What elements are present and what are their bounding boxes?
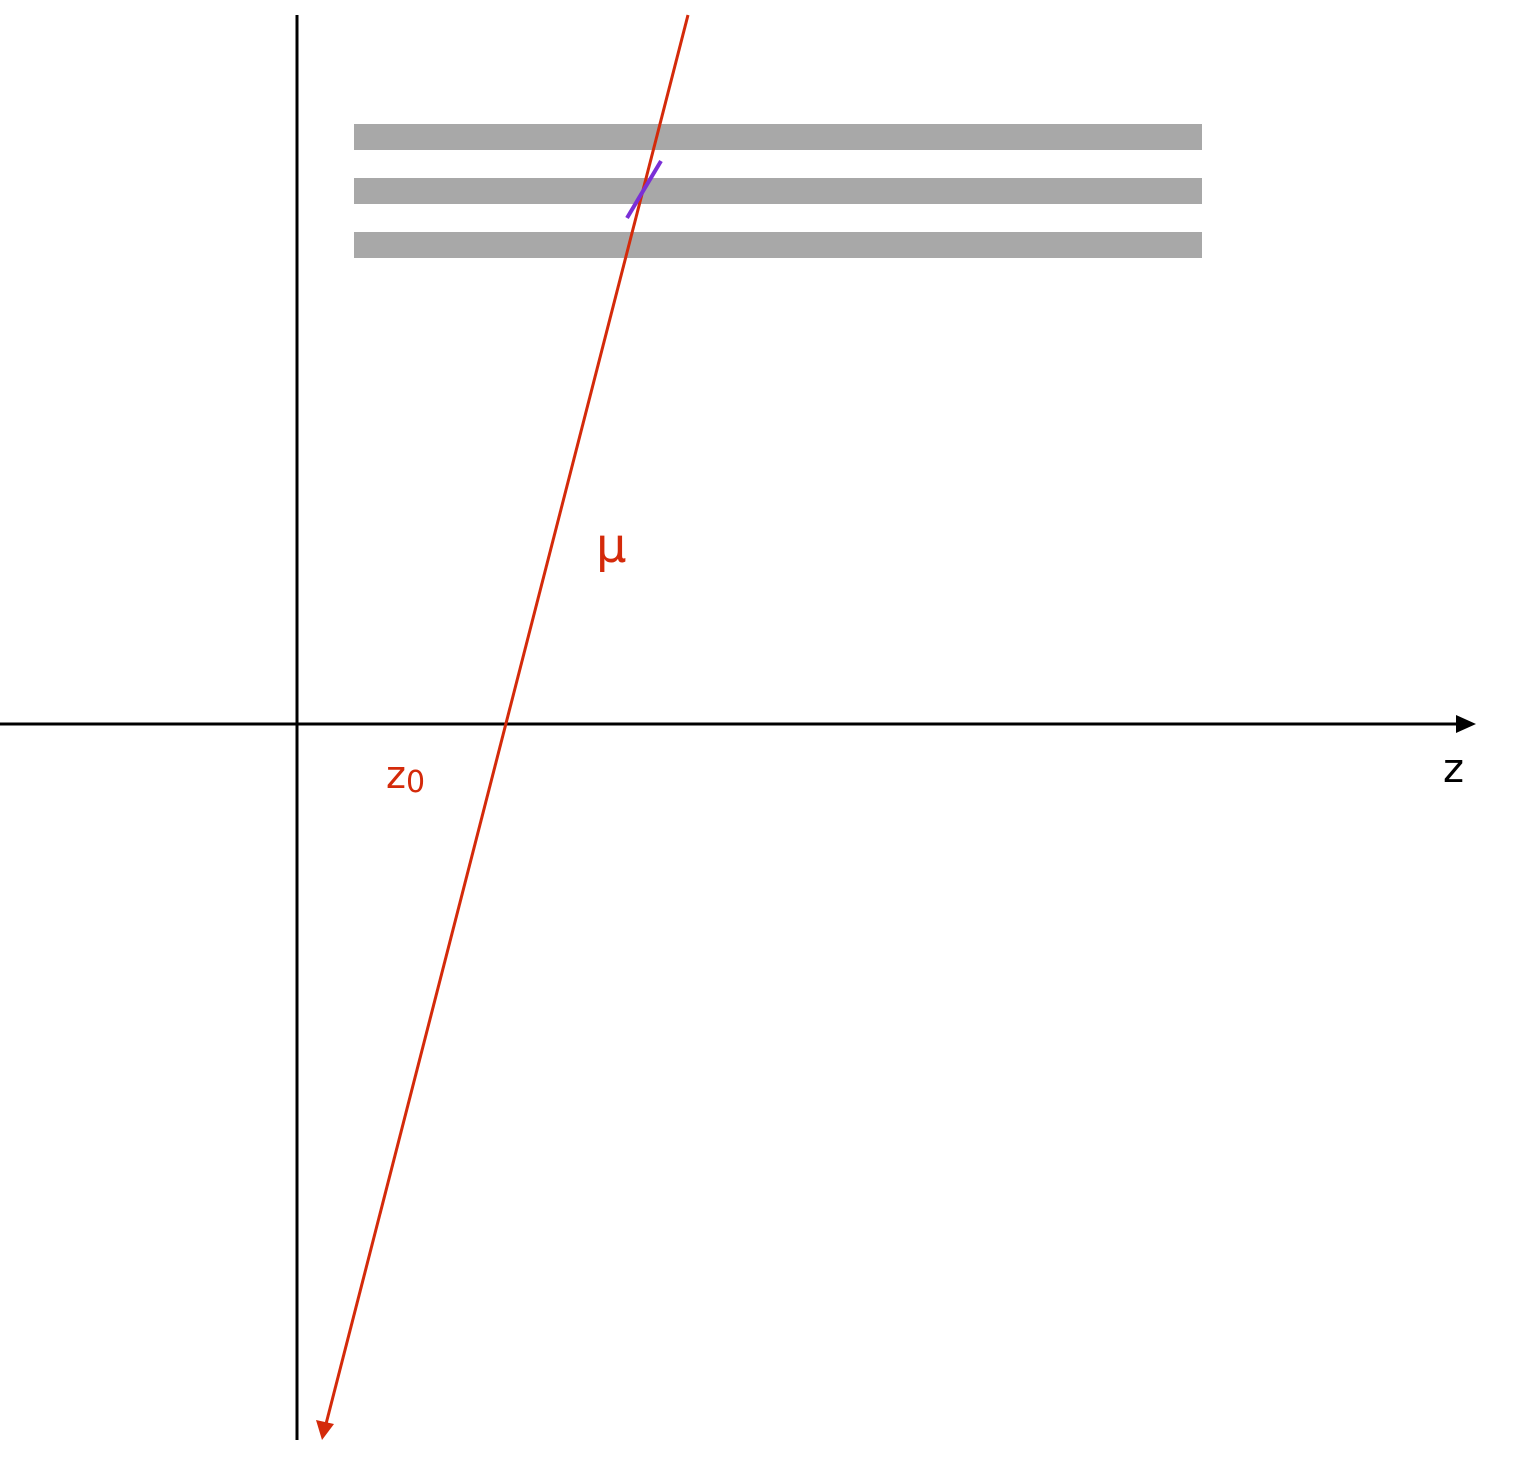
particle-label: μ: [596, 518, 627, 574]
detector-hit: [625, 159, 663, 220]
intercept-label-sub: 0: [406, 765, 425, 800]
muon-track-arrowhead: [316, 1420, 334, 1440]
detector-layer-3: [354, 232, 1202, 258]
intercept-label-base: z: [386, 753, 406, 797]
intercept-label: z0: [386, 753, 425, 800]
muon-track: [324, 14, 690, 1425]
detector-layer-1: [354, 124, 1202, 150]
detector-layer-2: [354, 178, 1202, 204]
z-axis-arrowhead: [1456, 715, 1476, 733]
z-axis-label: z: [1443, 746, 1464, 792]
